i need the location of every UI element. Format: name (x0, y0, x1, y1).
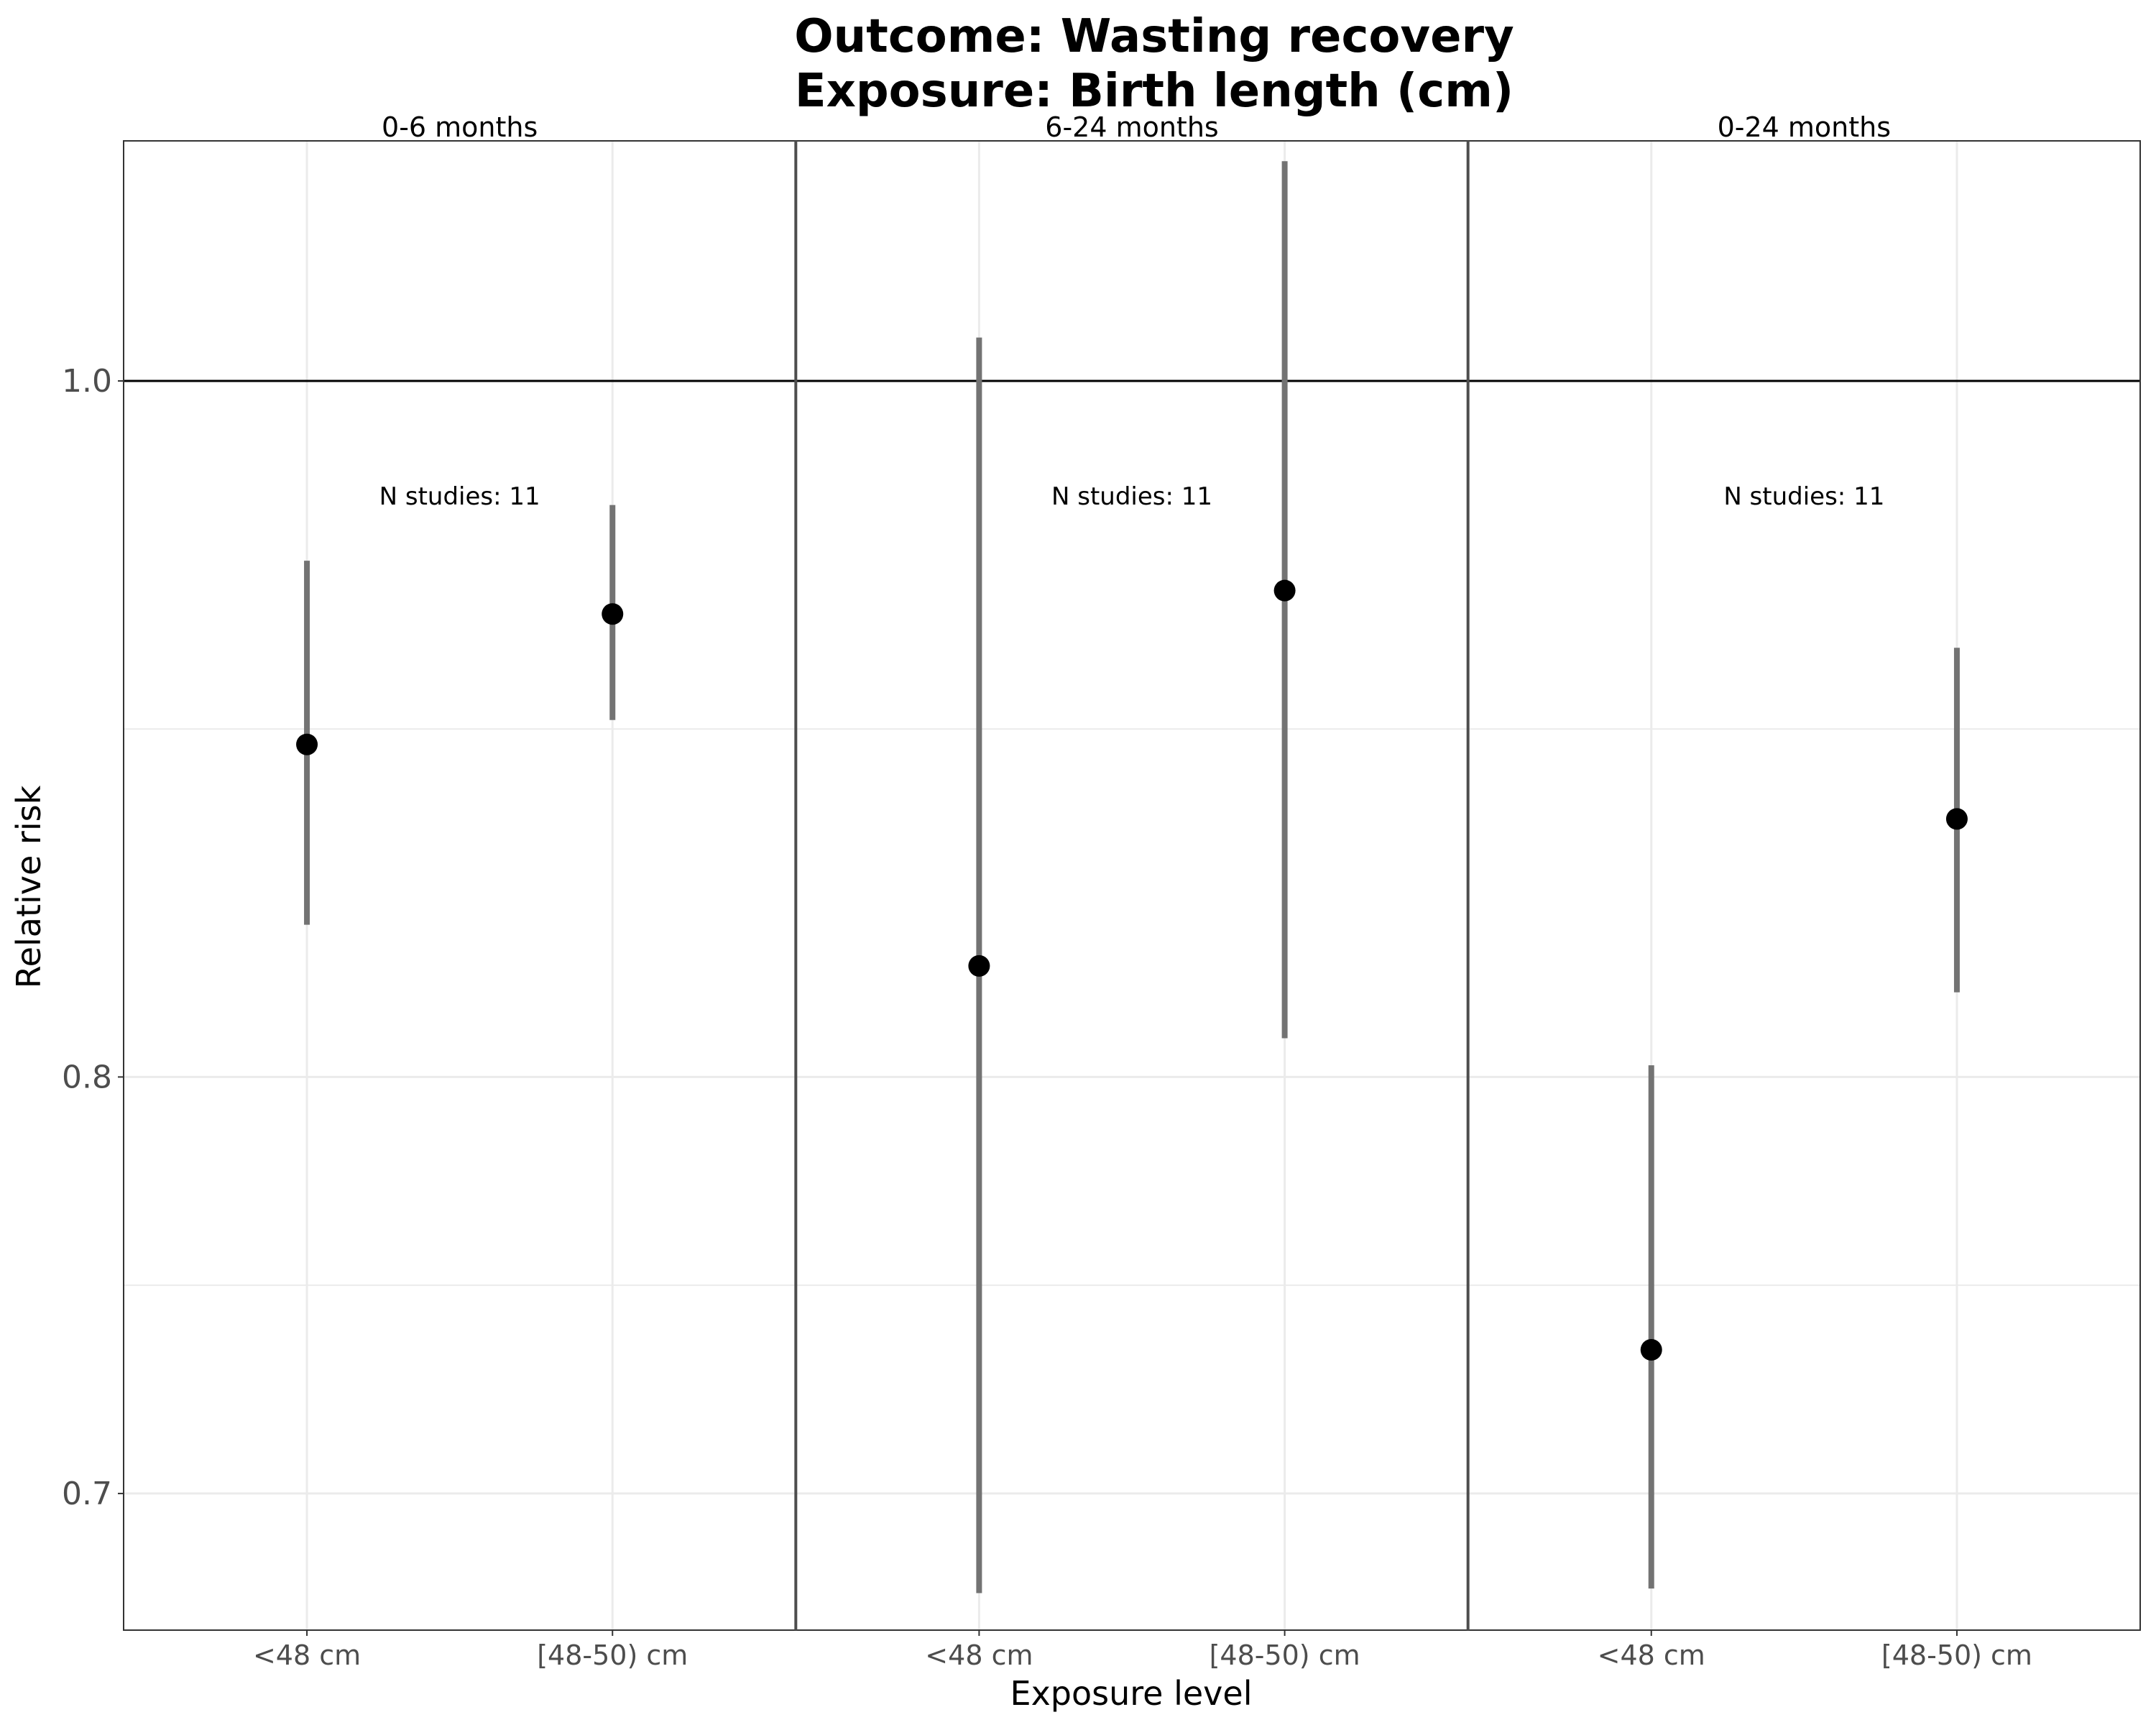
x-tick-label: [48-50) cm (537, 1639, 688, 1671)
chart-title-line2: Exposure: Birth length (cm) (795, 65, 1514, 118)
y-tick-label: 1.0 (62, 363, 112, 400)
x-tick-label: <48 cm (925, 1639, 1033, 1671)
n-studies-annotation: N studies: 11 (1723, 482, 1884, 511)
n-studies-annotation: N studies: 11 (1051, 482, 1212, 511)
facet-strip-label: 6-24 months (1045, 111, 1218, 143)
panel-background (1468, 141, 2140, 1630)
facet-panel: N studies: 11 6-24 months <48 cm [48-50) cm (794, 111, 1469, 1671)
facet-panel: N studies: 11 0-6 months <48 cm [48-50) cm (123, 111, 797, 1671)
estimate-point (968, 954, 990, 977)
y-tick-label: 0.7 (62, 1476, 112, 1512)
panel-background (796, 141, 1468, 1630)
facet-strip-label: 0-24 months (1718, 111, 1891, 143)
chart-title-line1: Outcome: Wasting recovery (794, 10, 1514, 63)
x-axis-label: Exposure level (1010, 1674, 1253, 1713)
x-tick-label: <48 cm (253, 1639, 361, 1671)
estimate-point (1640, 1338, 1662, 1361)
x-tick-label: [48-50) cm (1210, 1639, 1360, 1671)
estimate-point (1273, 579, 1296, 602)
facet-panel: N studies: 11 0-24 months <48 cm [48-50) cm (1466, 111, 2141, 1671)
facet-panels: N studies: 110-6 months<48 cm [48-50) cmN… (123, 111, 2141, 1671)
estimate-point (296, 733, 318, 755)
n-studies-annotation: N studies: 11 (379, 482, 540, 511)
x-tick-label: [48-50) cm (1881, 1639, 2032, 1671)
y-axis-label: Relative risk (9, 785, 48, 988)
panel-background (124, 141, 796, 1630)
estimate-point (1945, 808, 1968, 830)
y-axis: 0.7 0.8 1.0 (62, 363, 124, 1512)
estimate-point (602, 603, 624, 625)
facet-strip-label: 0-6 months (382, 111, 538, 143)
x-tick-label: <48 cm (1598, 1639, 1705, 1671)
y-tick-label: 0.8 (62, 1059, 112, 1095)
